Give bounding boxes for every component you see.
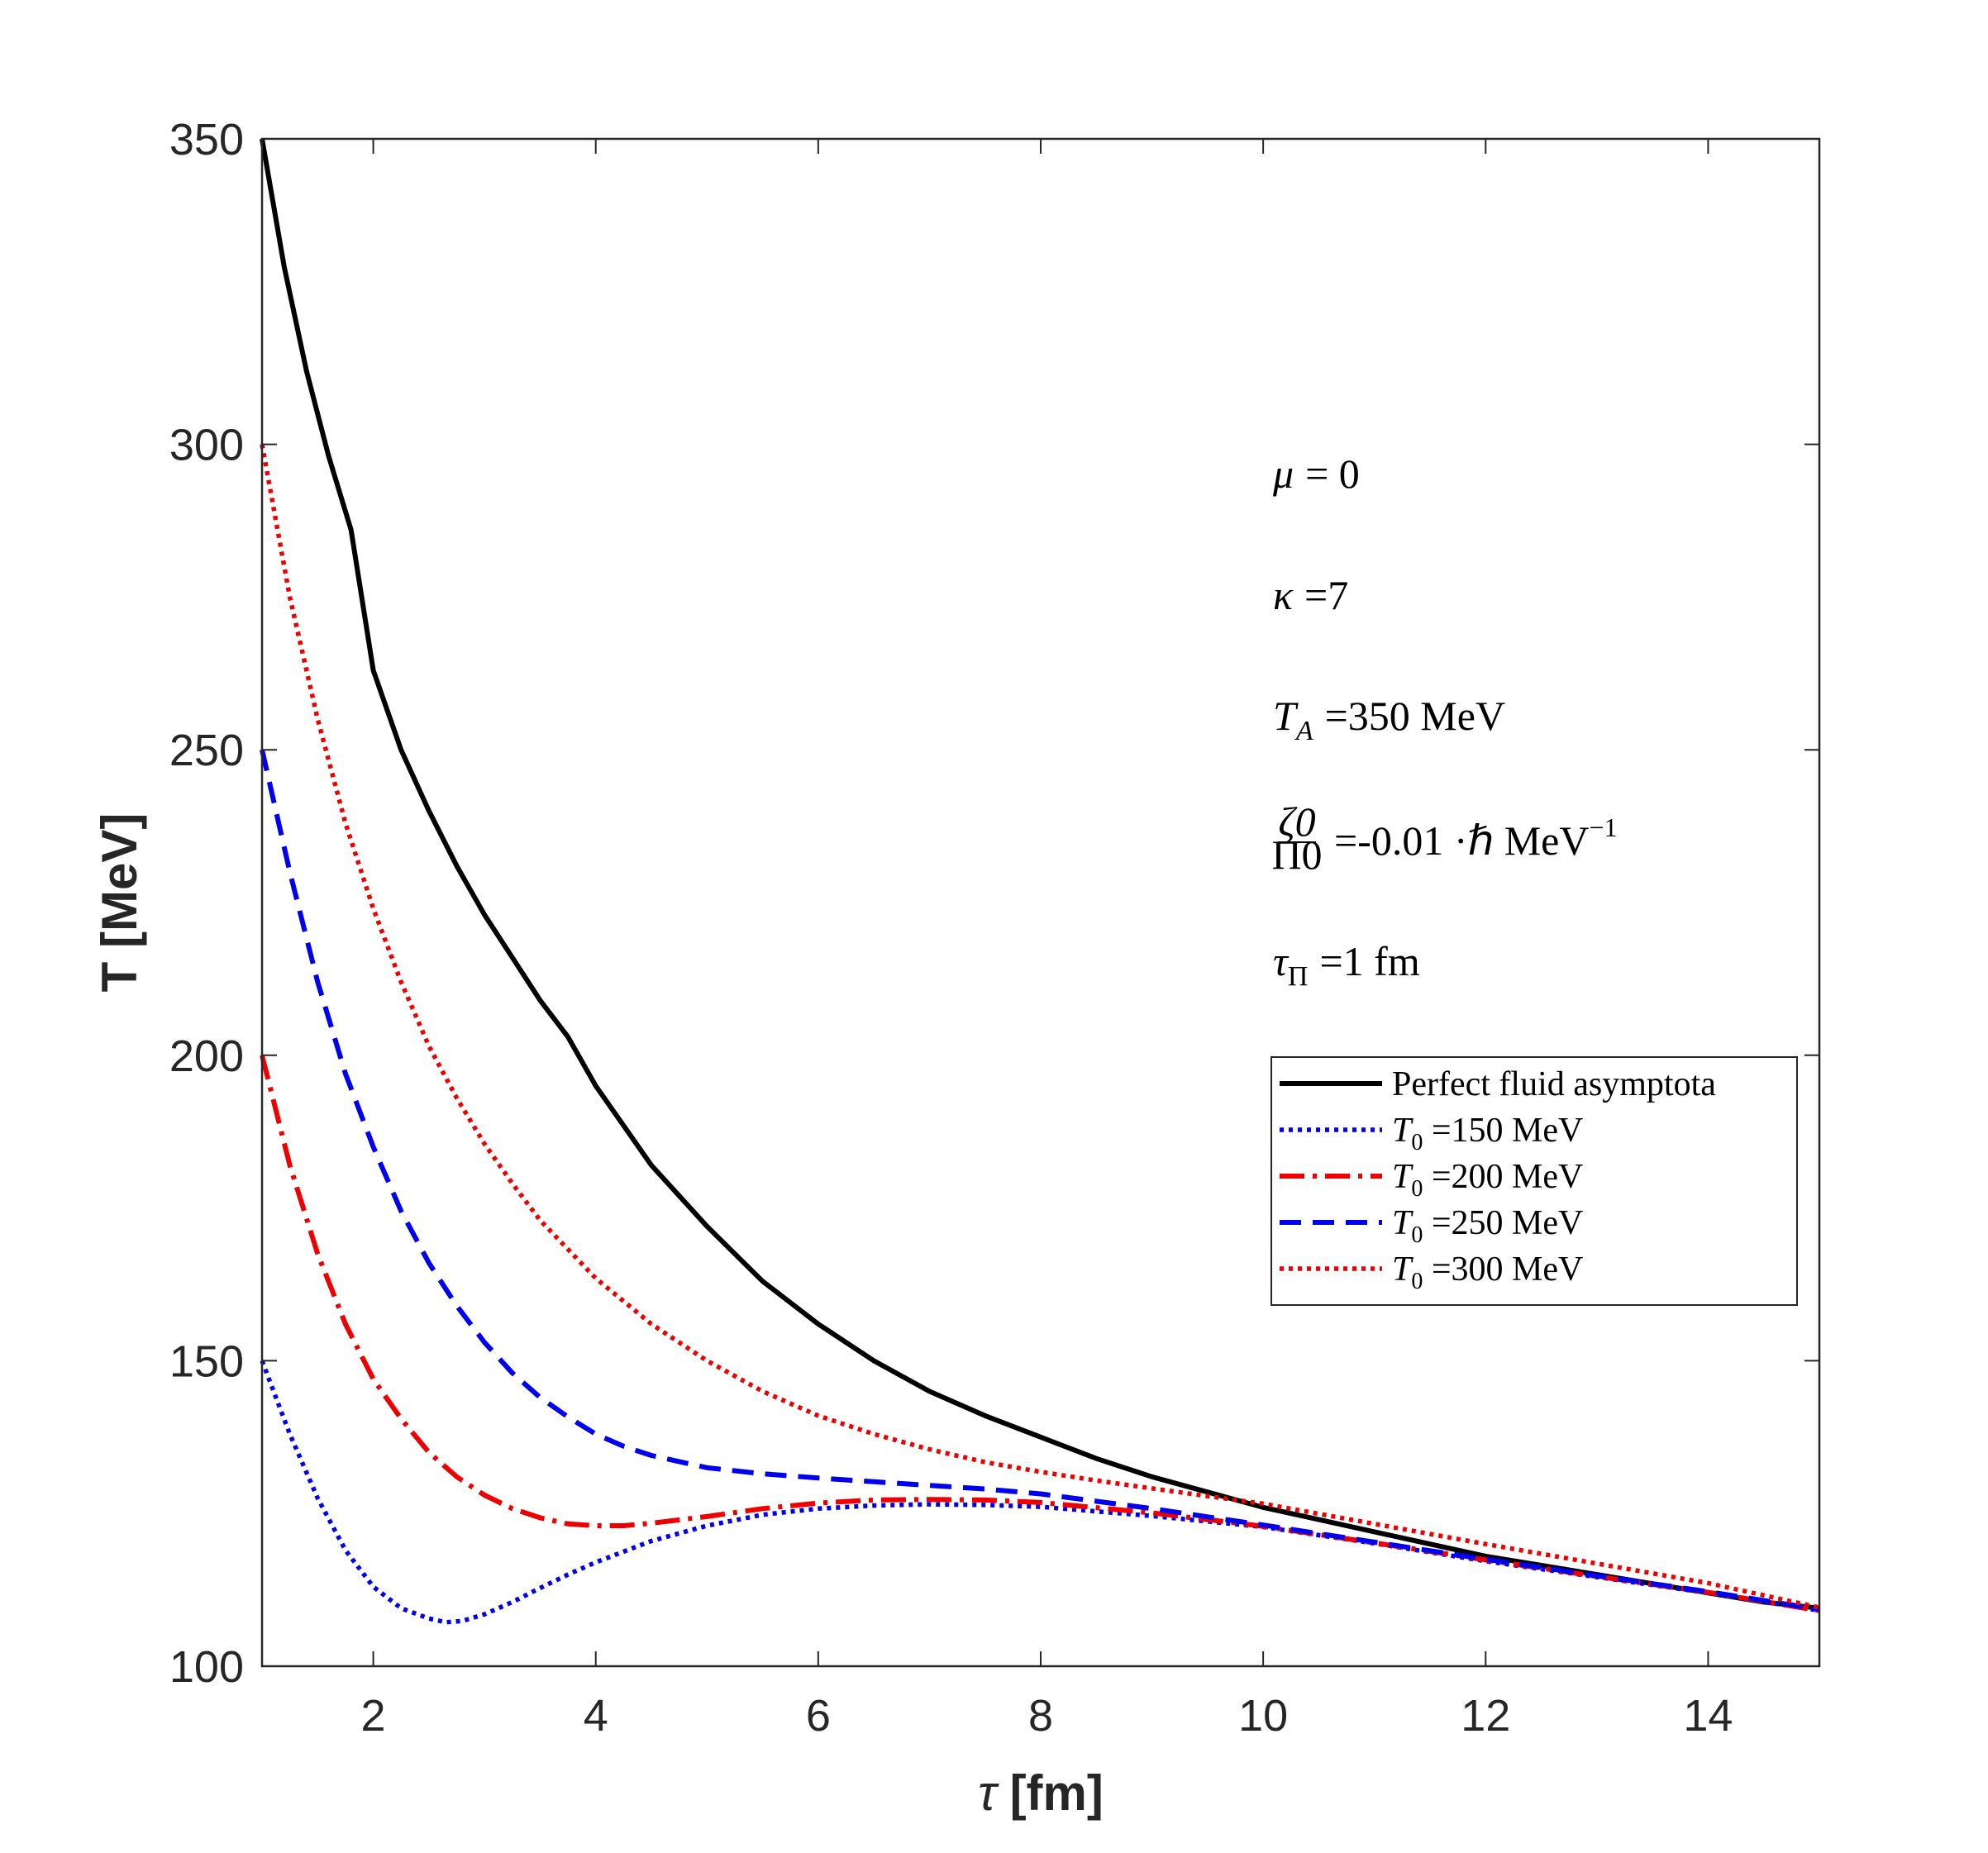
series-line-3 xyxy=(260,749,1820,1612)
annotation-mu-symbol: μ xyxy=(1272,450,1294,497)
legend-label-4: T0 =300 MeV xyxy=(1392,1250,1583,1294)
annotation-zeta-superscript: −1 xyxy=(1589,812,1617,842)
legend-label-2: T0 =200 MeV xyxy=(1392,1158,1583,1202)
annotation-mu-value: = 0 xyxy=(1305,450,1360,497)
annotation-tau-pi: τΠ =1 fm xyxy=(1273,938,1420,992)
x-axis-label: τ [fm] xyxy=(978,1765,1104,1821)
legend-label-text-3: =250 MeV xyxy=(1423,1204,1583,1242)
x-tick-label-2: 2 xyxy=(361,1691,386,1741)
legend-label-subscript-3: 0 xyxy=(1411,1222,1423,1248)
y-tick-label-100: 100 xyxy=(169,1642,244,1692)
annotation-tau-pi-value: =1 fm xyxy=(1319,938,1419,984)
series-line-0 xyxy=(260,138,1820,1611)
legend-label-subscript-1: 0 xyxy=(1411,1130,1423,1155)
annotation-zeta-denominator: Π0 xyxy=(1271,831,1322,878)
y-tick-label-350: 350 xyxy=(169,115,244,164)
annotation-tau-pi-symbol: τ xyxy=(1273,938,1290,984)
plot-area xyxy=(262,139,1819,1666)
series-layer xyxy=(260,138,1820,1625)
legend-label-text-2: =200 MeV xyxy=(1423,1158,1583,1196)
legend-label-symbol-3: T xyxy=(1392,1204,1414,1242)
x-tick-label-8: 8 xyxy=(1028,1691,1053,1741)
y-tick-label-250: 250 xyxy=(169,726,244,775)
y-tick-label-300: 300 xyxy=(169,421,244,470)
legend-label-symbol-4: T xyxy=(1392,1250,1414,1289)
legend-label-1: T0 =150 MeV xyxy=(1392,1112,1583,1155)
annotation-zeta-value: =-0.01 ·ℏ MeV xyxy=(1334,817,1589,864)
x-axis-unit: [fm] xyxy=(1010,1765,1104,1821)
annotation-zeta-ratio: ζ0 Π0 =-0.01 ·ℏ MeV−1 xyxy=(1271,798,1617,878)
x-tick-label-12: 12 xyxy=(1461,1691,1510,1741)
annotation-ta-value: =350 MeV xyxy=(1325,693,1505,739)
legend-label-text-0: Perfect fluid asymptota xyxy=(1392,1065,1716,1103)
annotation-kappa: κ =7 xyxy=(1273,572,1348,618)
annotation-kappa-value: =7 xyxy=(1304,572,1348,618)
legend-box xyxy=(1271,1056,1798,1306)
x-axis-ticks: 2 4 6 8 10 12 14 xyxy=(361,139,1733,1741)
legend-label-symbol-1: T xyxy=(1392,1112,1414,1150)
annotation-ta-subscript: A xyxy=(1294,716,1313,746)
legend-label-3: T0 =250 MeV xyxy=(1392,1204,1583,1248)
annotation-ta: TA =350 MeV xyxy=(1273,693,1505,746)
annotation-mu: μ = 0 xyxy=(1272,450,1360,497)
annotation-zeta-numerator: ζ0 xyxy=(1278,798,1315,845)
legend-label-subscript-2: 0 xyxy=(1411,1176,1423,1202)
svg-text:=-0.01 ·ℏ MeV−1: =-0.01 ·ℏ MeV−1 xyxy=(1334,812,1618,864)
x-axis-symbol: τ xyxy=(978,1765,999,1821)
x-tick-label-14: 14 xyxy=(1683,1691,1733,1741)
annotation-ta-symbol: T xyxy=(1273,693,1299,739)
x-tick-label-4: 4 xyxy=(584,1691,608,1741)
y-tick-label-150: 150 xyxy=(169,1336,244,1386)
y-tick-label-200: 200 xyxy=(169,1031,244,1081)
legend-label-text-1: =150 MeV xyxy=(1423,1112,1583,1150)
x-tick-label-6: 6 xyxy=(806,1691,831,1741)
legend-label-0: Perfect fluid asymptota xyxy=(1392,1065,1716,1103)
y-axis-label: T [MeV] xyxy=(92,813,147,993)
x-tick-label-10: 10 xyxy=(1238,1691,1288,1741)
legend-label-text-4: =300 MeV xyxy=(1423,1250,1583,1289)
y-axis-ticks: 100 150 200 250 300 350 xyxy=(169,115,1819,1692)
parameter-annotations: μ = 0 κ =7 TA =350 MeV ζ0 Π0 =-0.01 ·ℏ MeV−… xyxy=(1271,450,1617,992)
legend-label-subscript-4: 0 xyxy=(1411,1269,1423,1294)
annotation-tau-pi-subscript: Π xyxy=(1288,961,1309,992)
annotation-kappa-symbol: κ xyxy=(1273,572,1294,618)
series-line-4 xyxy=(260,444,1820,1610)
legend-label-symbol-2: T xyxy=(1392,1158,1414,1196)
